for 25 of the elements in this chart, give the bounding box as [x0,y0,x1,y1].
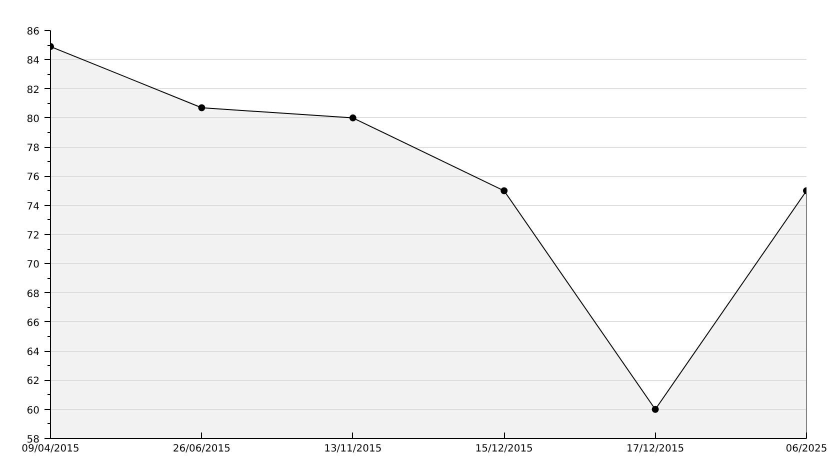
y-tick-label: 70 [26,260,40,271]
y-tick-label: 84 [26,56,40,67]
y-tick-label: 60 [26,405,40,416]
y-tick-label: 74 [26,201,40,212]
y-tick-label: 76 [26,172,40,184]
y-tick-label: 72 [26,230,40,242]
x-tick-label: 13/11/2015 [324,444,382,454]
y-tick-label: 86 [26,26,40,38]
x-tick-label: 06/2025 [786,444,828,454]
y-tick-label: 68 [26,288,40,300]
y-tick-label: 66 [26,318,40,329]
point [500,187,508,194]
point [652,406,659,413]
y-tick-label: 62 [26,376,40,388]
x-tick-label: 09/04/2015 [22,444,80,454]
x-tick-label: 15/12/2015 [475,444,533,454]
y-tick-label: 64 [26,347,40,358]
point [349,114,356,122]
y-tick-label: 78 [26,143,40,154]
y-tick-label: 82 [26,84,40,96]
point [198,104,206,112]
y-tick-label: 80 [26,114,40,125]
y-tick-label: 58 [26,434,40,446]
x-tick-label: 17/12/2015 [626,444,684,454]
x-tick-label: 26/06/2015 [172,444,231,454]
